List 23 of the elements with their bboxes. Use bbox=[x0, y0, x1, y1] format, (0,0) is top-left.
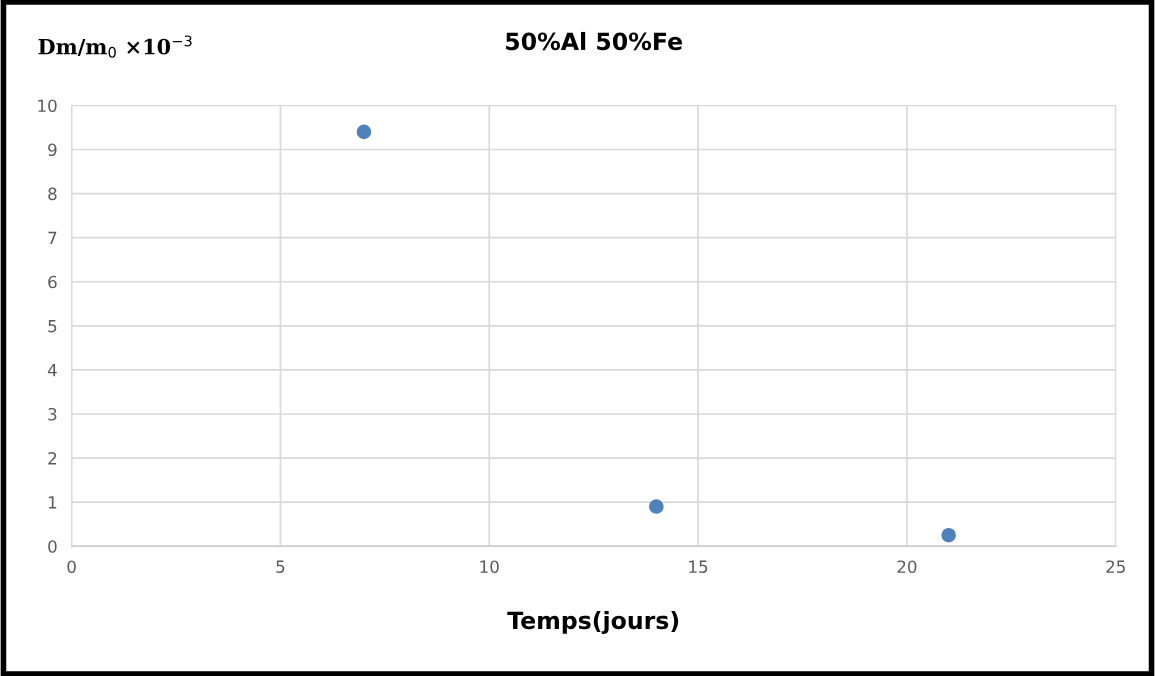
x-tick-label: 15 bbox=[689, 560, 708, 573]
point bbox=[356, 124, 372, 140]
y-tick-label: 0 bbox=[48, 540, 57, 553]
x-tick-label: 10 bbox=[480, 560, 499, 573]
point bbox=[941, 527, 956, 543]
x-tick-label: 0 bbox=[67, 560, 76, 573]
x-axis-title: Temps(jours) bbox=[507, 610, 679, 634]
x-tick-label: 20 bbox=[897, 560, 917, 573]
y-tick-label: 6 bbox=[48, 275, 57, 289]
x-tick-label: 5 bbox=[276, 560, 285, 573]
x-tick-label: 25 bbox=[1106, 560, 1125, 573]
y-tick-label: 9 bbox=[48, 143, 57, 157]
point bbox=[649, 499, 664, 514]
y-axis-title: Dm/m$_{0}$ ×10$^{−3}$ bbox=[38, 35, 192, 58]
y-tick-label: 7 bbox=[48, 231, 57, 245]
chart-title: 50%Al 50%Fe bbox=[506, 31, 682, 51]
y-tick-label: 5 bbox=[48, 320, 57, 333]
y-tick-label: 8 bbox=[48, 187, 57, 201]
y-tick-label: 3 bbox=[48, 407, 57, 421]
y-tick-label: 4 bbox=[47, 364, 57, 377]
y-tick-label: 1 bbox=[48, 496, 57, 509]
y-tick-label: 2 bbox=[48, 452, 57, 465]
y-tick-label: 10 bbox=[38, 99, 57, 113]
